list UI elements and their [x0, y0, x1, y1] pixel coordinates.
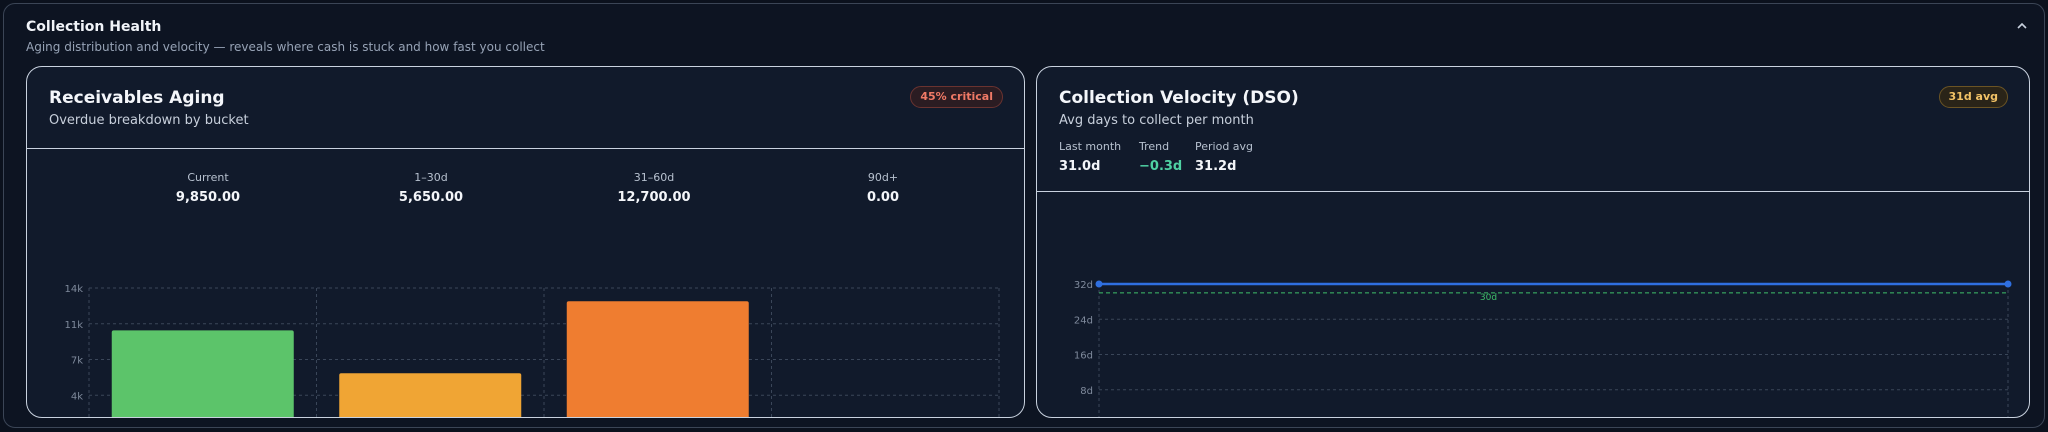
reference-label: 30d — [1480, 293, 1497, 303]
y-tick-label: 4k — [71, 391, 83, 402]
velocity-subtitle: Avg days to collect per month — [1059, 113, 1254, 128]
velocity-title: Collection Velocity (DSO) — [1059, 88, 1299, 108]
kpi-period-avg: Period avg 31.2d — [1195, 140, 1253, 174]
dso-point — [2004, 280, 2012, 288]
y-tick-label: 11k — [64, 320, 83, 331]
aging-subtitle: Overdue breakdown by bucket — [49, 113, 249, 128]
bucket-stat-value: 9,850.00 — [175, 190, 241, 205]
chevron-up-icon[interactable] — [2014, 18, 2030, 34]
bucket-stat-label: Current — [187, 171, 229, 184]
bucket-stat-value: 12,700.00 — [617, 190, 691, 205]
aging-bar-chart: 0k4k7k11k14kCurrent1–30d31–60d90d+ — [64, 284, 1000, 417]
y-tick-label: 8d — [1080, 386, 1093, 397]
critical-badge: 45% critical — [910, 86, 1003, 108]
bucket-stat-value: 0.00 — [866, 190, 900, 205]
divider — [1037, 191, 2029, 192]
kpi-last-month: Last month 31.0d — [1059, 140, 1121, 174]
y-tick-label: 16d — [1074, 351, 1093, 362]
bucket-stat-current: Current 9,850.00 — [138, 171, 278, 205]
dso-line-chart: 0d8d16d24d32d30d2026-032026-04 — [1074, 280, 2012, 417]
kpi-value: 31.2d — [1195, 159, 1237, 174]
bucket-stat-31-60d: 31–60d 12,700.00 — [584, 171, 724, 205]
bucket-stat-value: 5,650.00 — [398, 190, 464, 205]
avg-badge: 31d avg — [1938, 86, 2008, 108]
bar — [566, 301, 749, 417]
section-title: Collection Health — [26, 19, 162, 35]
kpi-label: Last month — [1059, 140, 1122, 153]
kpi-trend: Trend −0.3d — [1139, 140, 1182, 174]
collection-velocity-card: Collection Velocity (DSO) Avg days to co… — [1036, 66, 2030, 418]
y-tick-label: 7k — [71, 356, 83, 367]
y-tick-label: 14k — [64, 284, 83, 295]
aging-title: Receivables Aging — [49, 88, 225, 108]
y-tick-label: 32d — [1074, 280, 1093, 291]
kpi-value: −0.3d — [1139, 159, 1183, 174]
bucket-stat-90d: 90d+ 0.00 — [813, 171, 953, 205]
bucket-stat-label: 90d+ — [867, 171, 899, 184]
dso-point — [1095, 280, 1103, 288]
y-tick-label: 24d — [1074, 315, 1093, 326]
bar — [111, 330, 294, 417]
receivables-aging-card: Receivables Aging Overdue breakdown by b… — [26, 66, 1025, 418]
divider — [27, 148, 1024, 149]
kpi-label: Trend — [1139, 140, 1170, 153]
kpi-label: Period avg — [1195, 140, 1254, 153]
kpi-value: 31.0d — [1059, 159, 1101, 174]
bucket-stat-label: 31–60d — [633, 171, 675, 184]
bar — [339, 373, 522, 417]
collection-health-panel: Collection Health Aging distribution and… — [3, 3, 2045, 428]
bucket-stat-1-30d: 1–30d 5,650.00 — [361, 171, 501, 205]
bucket-stat-label: 1–30d — [414, 171, 448, 184]
section-subtitle: Aging distribution and velocity — reveal… — [26, 40, 545, 54]
